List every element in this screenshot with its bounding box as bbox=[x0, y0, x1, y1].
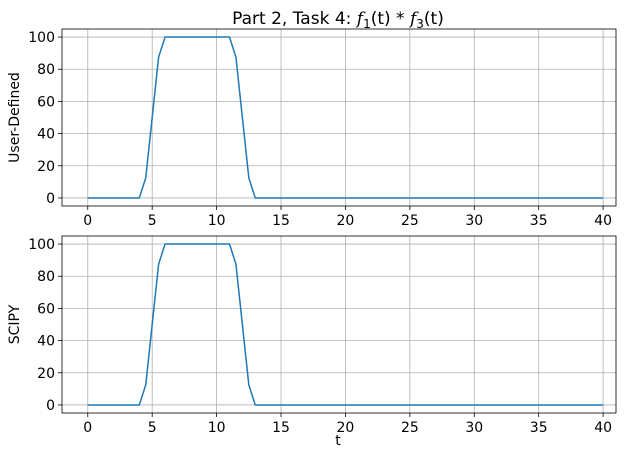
x-tick-label: 10 bbox=[208, 420, 226, 436]
x-tick-label: 40 bbox=[594, 420, 612, 436]
x-tick-label: 15 bbox=[272, 420, 290, 436]
x-tick-label: 20 bbox=[337, 420, 355, 436]
y-tick-label: 40 bbox=[37, 127, 55, 143]
x-tick-label: 30 bbox=[465, 213, 483, 229]
y-tick-label: 60 bbox=[37, 94, 55, 110]
y-tick-label: 80 bbox=[37, 269, 55, 285]
y-tick-label: 60 bbox=[37, 301, 55, 317]
x-tick-label: 0 bbox=[83, 420, 92, 436]
series-line bbox=[87, 36, 604, 199]
chart-title: Part 2, Task 4: f1(t) * f3(t) bbox=[232, 9, 444, 31]
axes-frame bbox=[61, 28, 617, 207]
x-axis-label: t bbox=[335, 433, 341, 449]
series-line bbox=[87, 243, 604, 406]
x-tick-label: 25 bbox=[401, 420, 419, 436]
x-tick-label: 35 bbox=[530, 420, 548, 436]
x-tick-label: 5 bbox=[148, 420, 157, 436]
x-tick-label: 10 bbox=[208, 213, 226, 229]
panel-scipy: 0 5 10 15 20 25 30 35 40 0 20 40 60 80 100 SCIPY t bbox=[7, 235, 617, 449]
y-axis-label: SCIPY bbox=[7, 304, 23, 344]
x-tick-label: 35 bbox=[530, 213, 548, 229]
x-tick-label: 15 bbox=[272, 213, 290, 229]
y-tick-label: 0 bbox=[46, 191, 55, 207]
y-tick-label: 0 bbox=[46, 398, 55, 414]
x-tick-label: 5 bbox=[148, 213, 157, 229]
x-tick-label: 40 bbox=[594, 213, 612, 229]
y-tick-label: 100 bbox=[28, 30, 55, 46]
y-tick-label: 40 bbox=[37, 334, 55, 350]
axes-frame bbox=[61, 235, 617, 414]
panel-user-defined: 0 5 10 15 20 25 30 35 40 0 20 40 60 80 100 User-Defined bbox=[7, 28, 617, 229]
y-tick-label: 20 bbox=[37, 366, 55, 382]
x-tick-label: 20 bbox=[337, 213, 355, 229]
x-tick-label: 25 bbox=[401, 213, 419, 229]
y-axis-label: User-Defined bbox=[7, 72, 23, 163]
x-tick-label: 0 bbox=[83, 213, 92, 229]
y-tick-label: 80 bbox=[37, 62, 55, 78]
y-tick-label: 20 bbox=[37, 159, 55, 175]
x-tick-label: 30 bbox=[465, 420, 483, 436]
y-tick-label: 100 bbox=[28, 237, 55, 253]
